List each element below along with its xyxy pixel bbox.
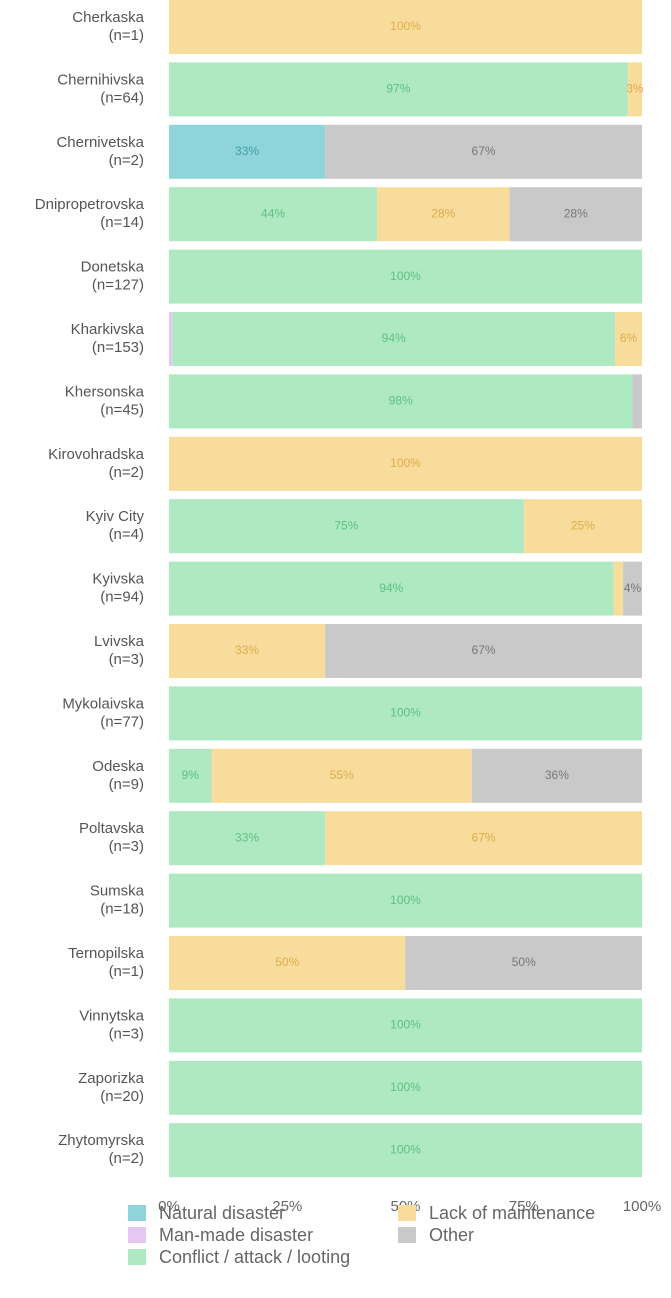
legend-label: Lack of maintenance <box>429 1203 595 1223</box>
bar-segment <box>169 748 212 803</box>
bar-segment <box>325 624 642 678</box>
bar-segment <box>169 187 378 242</box>
category-label: Kirovohradska (n=2) <box>48 446 145 481</box>
value-label: 100% <box>390 456 421 470</box>
value-label: 28% <box>431 206 455 220</box>
value-label: 50% <box>512 955 536 969</box>
value-label: 98% <box>389 394 413 408</box>
bar-segment <box>169 998 642 1053</box>
category-label: Chernihivska (n=64) <box>57 71 144 106</box>
value-label: 6% <box>620 331 638 345</box>
x-tick-label: 100% <box>623 1198 661 1215</box>
category-label: Dnipropetrovska (n=14) <box>35 196 145 231</box>
bar-segment <box>169 62 628 117</box>
bar-segment <box>169 249 642 304</box>
category-label: Kharkivska (n=153) <box>71 321 145 356</box>
category-label: Sumska (n=18) <box>90 883 145 918</box>
bar-segment <box>169 374 633 429</box>
category-label: Chernivetska (n=2) <box>56 134 144 169</box>
value-label: 33% <box>235 144 259 158</box>
bar-segment <box>169 811 326 866</box>
value-label: 50% <box>275 955 299 969</box>
value-label: 67% <box>472 144 496 158</box>
legend-swatch <box>128 1227 146 1243</box>
value-label: 67% <box>472 643 496 657</box>
x-tick-label: 0% <box>158 1198 180 1215</box>
bar-segment <box>325 124 642 179</box>
value-label: 67% <box>472 830 496 844</box>
category-label: Odeska (n=9) <box>92 758 144 793</box>
legend-label: Natural disaster <box>159 1203 285 1223</box>
category-label: Lvivska (n=3) <box>94 633 145 668</box>
value-label: 33% <box>235 830 259 844</box>
value-label: 75% <box>334 518 358 532</box>
value-label: 28% <box>564 206 588 220</box>
legend-label: Other <box>429 1225 474 1245</box>
legend-swatch <box>398 1205 416 1221</box>
category-label: Ternopilska (n=1) <box>68 945 145 980</box>
bar-segment <box>509 187 642 242</box>
x-tick-label: 25% <box>272 1198 302 1215</box>
bar-segment <box>169 936 406 990</box>
value-label: 100% <box>390 1018 421 1032</box>
category-label: Zhytomyrska (n=2) <box>58 1132 145 1167</box>
bar-segment <box>169 686 642 741</box>
bar-segment <box>377 187 510 242</box>
value-label: 100% <box>390 269 421 283</box>
bar-segment <box>169 873 642 928</box>
value-label: 100% <box>390 1142 421 1156</box>
bar-segment <box>627 62 642 117</box>
bar-segment <box>169 561 614 616</box>
category-label: Poltavska (n=3) <box>79 820 145 855</box>
value-label: 44% <box>261 206 285 220</box>
value-label: 94% <box>382 331 406 345</box>
bar-segment <box>613 561 624 616</box>
category-label: Zaporizka (n=20) <box>78 1070 145 1105</box>
category-label: Vinnytska (n=3) <box>79 1007 144 1042</box>
bar-segment <box>169 124 326 179</box>
bar-segment <box>471 748 642 803</box>
bar-segment <box>169 499 524 554</box>
bar-segment <box>405 936 642 990</box>
category-label: Cherkaska (n=1) <box>72 9 144 44</box>
bar-segment <box>169 0 642 54</box>
legend-swatch <box>128 1205 146 1221</box>
bar-segment <box>169 1060 642 1115</box>
value-label: 4% <box>624 581 642 595</box>
legend-swatch <box>398 1227 416 1243</box>
value-label: 97% <box>386 82 410 96</box>
bar-segment <box>169 312 173 366</box>
category-label: Kyivska (n=94) <box>92 571 144 606</box>
value-label: 9% <box>182 768 200 782</box>
value-label: 55% <box>330 768 354 782</box>
value-label: 25% <box>571 518 595 532</box>
bar-segment <box>172 312 616 366</box>
bar-segment <box>325 811 642 866</box>
value-label: 33% <box>235 643 259 657</box>
category-label: Donetska (n=127) <box>81 259 145 294</box>
bar-segment <box>623 561 642 616</box>
x-tick-label: 75% <box>509 1198 539 1215</box>
value-label: 100% <box>390 706 421 720</box>
bar-segment <box>632 374 642 429</box>
value-label: 3% <box>626 82 644 96</box>
legend-swatch <box>128 1249 146 1265</box>
bar-segment <box>523 499 642 554</box>
value-label: 100% <box>390 1080 421 1094</box>
bar-segment <box>169 436 642 491</box>
legend-label: Conflict / attack / looting <box>159 1247 350 1267</box>
category-label: Kyiv City (n=4) <box>86 508 145 543</box>
value-label: 100% <box>390 893 421 907</box>
legend-label: Man-made disaster <box>159 1225 313 1245</box>
value-label: 36% <box>545 768 569 782</box>
bar-segment <box>169 624 326 678</box>
bar-segment <box>169 1123 642 1178</box>
bar-segment <box>615 312 642 366</box>
value-label: 94% <box>379 581 403 595</box>
category-label: Khersonska (n=45) <box>65 383 145 418</box>
bar-segment <box>211 748 472 803</box>
category-label: Mykolaivska (n=77) <box>62 695 144 730</box>
value-label: 100% <box>390 19 421 33</box>
